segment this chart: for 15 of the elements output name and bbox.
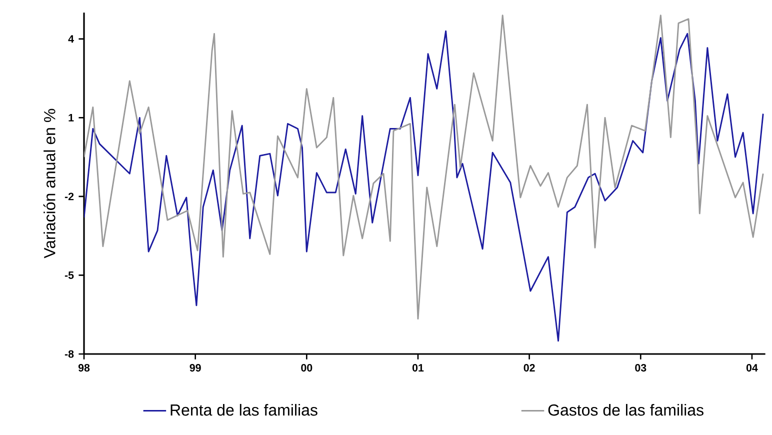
legend-label: Gastos de las familias	[548, 404, 704, 416]
y-tick-label: -2	[64, 192, 74, 200]
y-tick-label: -8	[64, 350, 74, 358]
x-tick-label: 04	[746, 364, 758, 372]
y-tick-label: 4	[68, 35, 74, 43]
x-tick-label: 99	[190, 364, 201, 372]
y-axis-title: Variación anual en %	[43, 108, 56, 258]
y-tick-label: -5	[64, 272, 74, 279]
legend-label: Renta de las familias	[170, 404, 318, 416]
y-tick-label: 1	[68, 114, 74, 122]
x-tick-label: 03	[635, 364, 646, 372]
x-tick-label: 01	[412, 364, 424, 372]
x-tick-label: 00	[301, 364, 312, 372]
x-tick-label: 98	[78, 364, 90, 372]
x-tick-label: 02	[524, 364, 535, 372]
